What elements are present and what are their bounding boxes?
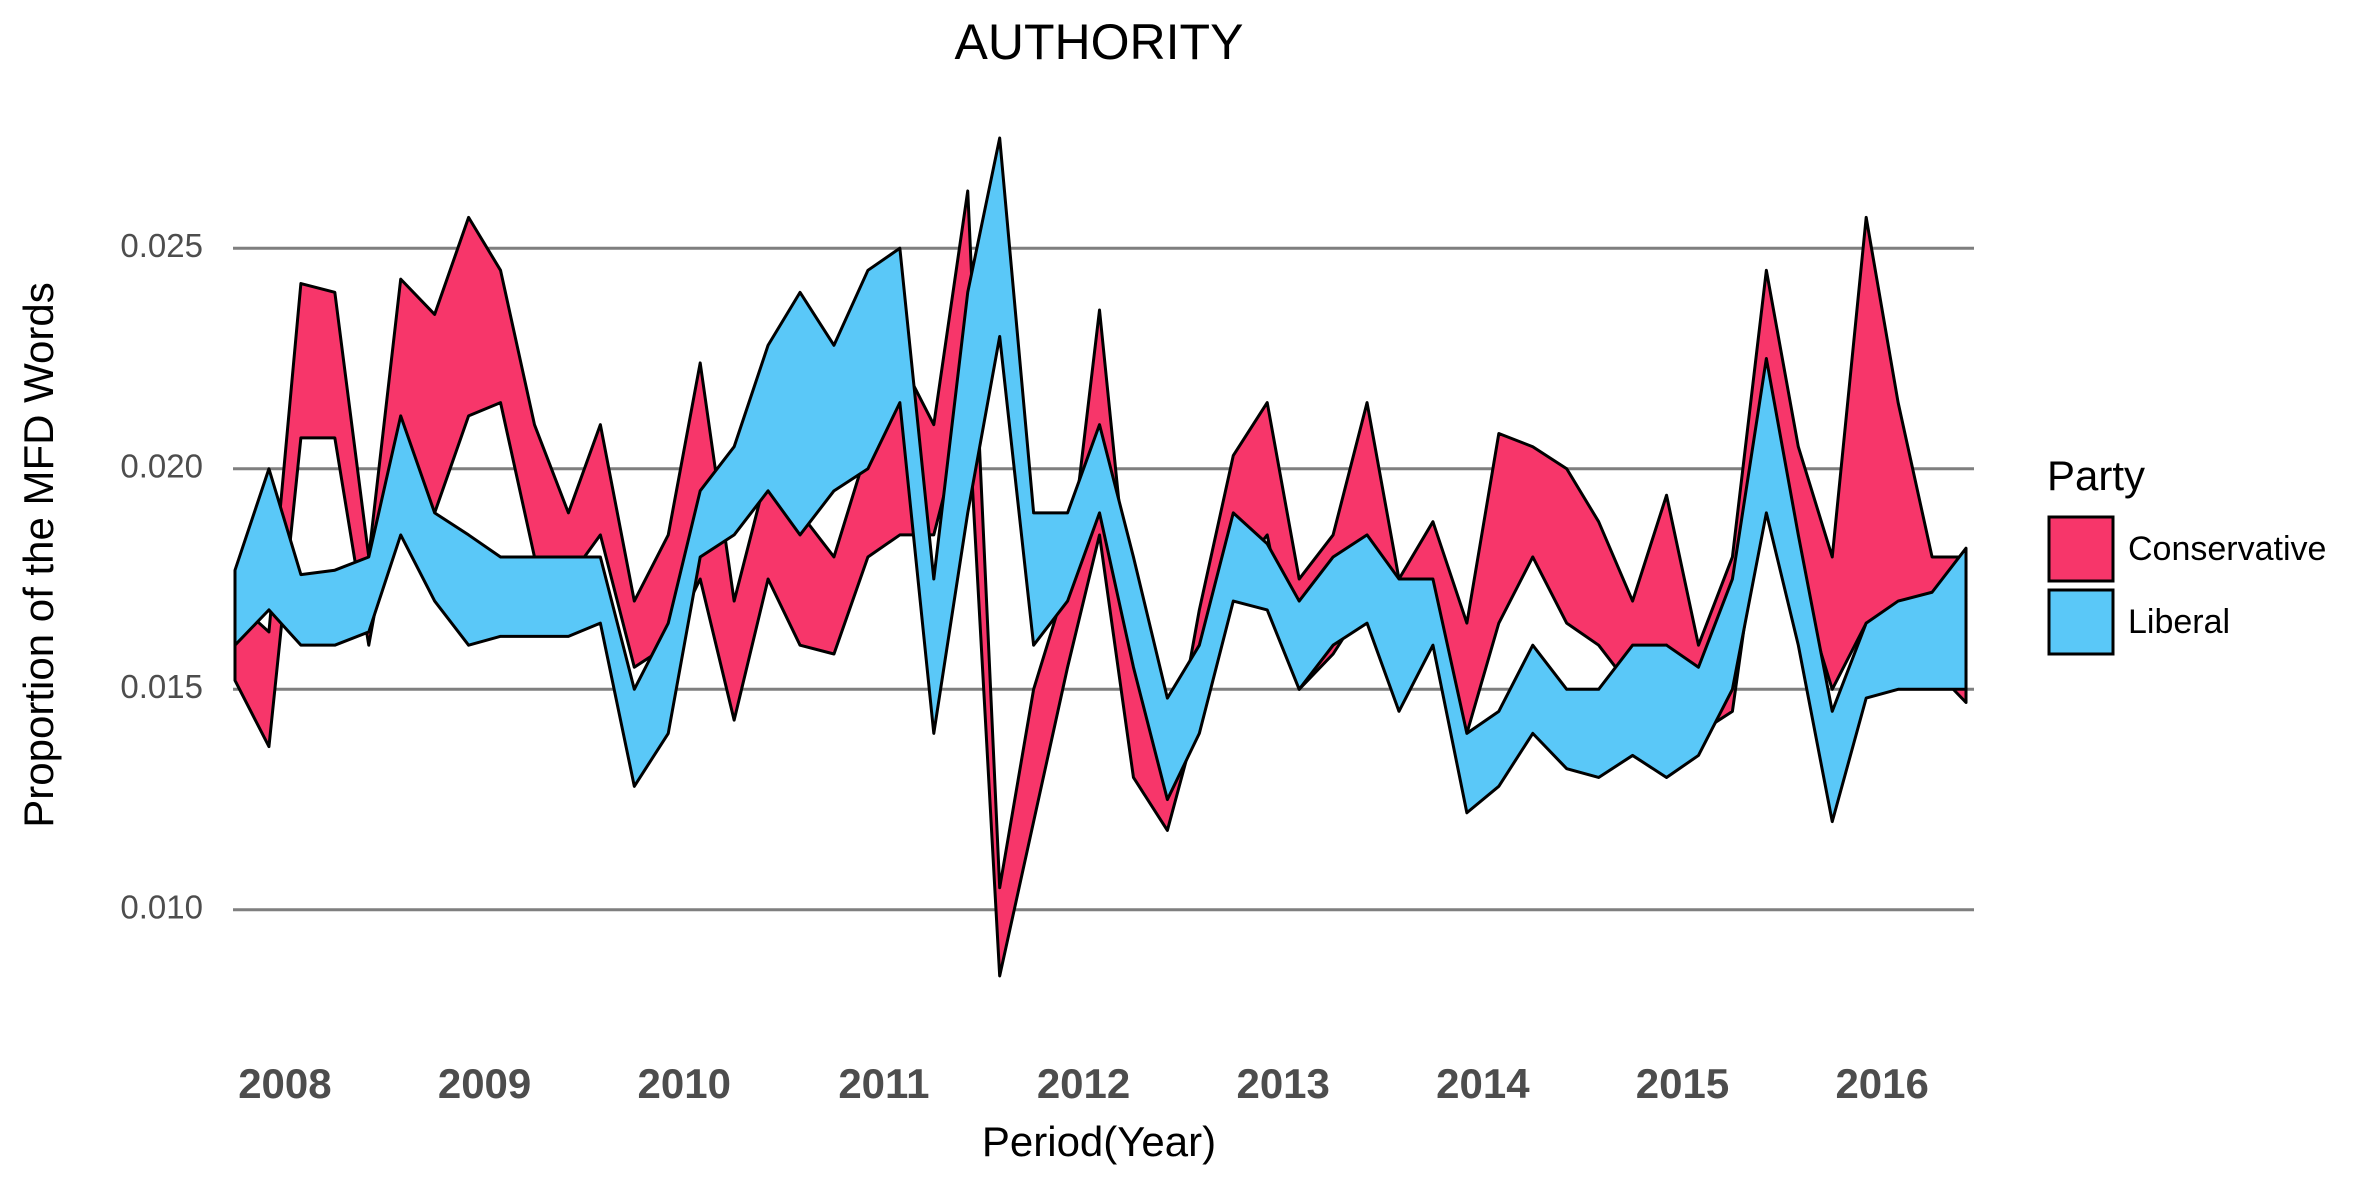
legend-label: Liberal [2128, 603, 2230, 641]
x-tick-label: 2011 [838, 1060, 929, 1107]
legend-title: Party [2047, 452, 2145, 499]
x-tick-label: 2015 [1636, 1060, 1729, 1107]
x-tick-label: 2013 [1236, 1060, 1329, 1107]
legend-label: Conservative [2128, 530, 2326, 568]
y-axis-label: Proportion of the MFD Words [15, 282, 62, 827]
y-tick-label: 0.020 [120, 447, 203, 484]
x-tick-label: 2008 [238, 1060, 331, 1107]
x-tick-label: 2014 [1436, 1060, 1530, 1107]
y-tick-label: 0.025 [120, 227, 203, 264]
x-tick-label: 2016 [1835, 1060, 1928, 1107]
x-tick-label: 2012 [1037, 1060, 1130, 1107]
ribbon [233, 136, 1968, 824]
x-tick-label: 2009 [438, 1060, 531, 1107]
legend-key [2047, 515, 2115, 583]
chart-title: AUTHORITY [955, 14, 1244, 70]
y-tick-label: 0.015 [120, 668, 203, 705]
x-axis-label: Period(Year) [982, 1118, 1216, 1165]
x-tick-label: 2010 [638, 1060, 731, 1107]
legend-key [2047, 588, 2115, 656]
ribbon [233, 189, 1968, 978]
y-tick-label: 0.010 [120, 889, 203, 926]
